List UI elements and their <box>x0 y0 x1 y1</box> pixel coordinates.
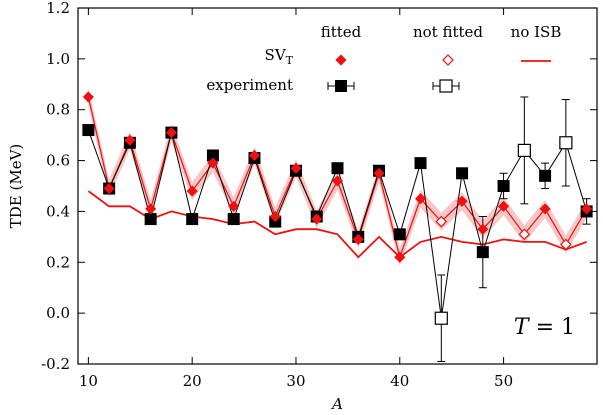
experiment-point-fitted <box>393 228 406 241</box>
experiment-point-not-fitted <box>434 311 448 325</box>
sv-point-fitted <box>352 233 364 245</box>
experiment-point-fitted <box>206 149 219 162</box>
sv-point-fitted <box>269 210 281 223</box>
legend-header-not-fitted: not fitted <box>413 23 483 41</box>
y-tick-label: 1.0 <box>46 50 70 68</box>
sv-point-fitted <box>290 162 302 174</box>
sv-point-fitted <box>103 182 115 195</box>
sv-point-fitted <box>331 175 344 187</box>
y-tick-label: -0.2 <box>41 355 70 373</box>
legend-header-fitted: fitted <box>321 23 362 41</box>
plot-border <box>77 7 598 365</box>
plot-frame <box>77 7 598 365</box>
x-tick-label: 10 <box>79 372 98 390</box>
experiment-point-fitted <box>497 180 510 192</box>
sv-point-fitted <box>394 251 406 263</box>
sv-point-fitted <box>373 167 385 179</box>
sv-point-fitted <box>124 134 136 146</box>
legend-experiment-fitted-symbol <box>335 80 347 92</box>
experiment-point-fitted <box>539 169 552 182</box>
experiment-point-fitted <box>414 157 427 170</box>
sv-point-fitted <box>207 157 219 169</box>
sv-point-fitted <box>228 200 240 212</box>
legend-label-experiment: experiment <box>206 76 293 94</box>
sv-point-fitted <box>165 127 177 139</box>
sv-point-not-fitted <box>560 238 572 251</box>
y-tick-label: 0.6 <box>46 152 70 170</box>
y-tick-label: 0.4 <box>46 202 70 220</box>
no-isb-line <box>87 190 587 259</box>
sv-point-not-fitted <box>518 228 531 241</box>
sv-point-fitted <box>248 149 261 162</box>
x-tick-label: 30 <box>286 372 305 390</box>
experiment-point-fitted <box>82 124 95 137</box>
sv-point-fitted <box>414 193 427 205</box>
x-tick-label: 50 <box>494 372 513 390</box>
annotation-t-equals-1: T = 1 <box>514 315 575 340</box>
experiment-point-fitted <box>331 162 344 175</box>
experiment-point-fitted <box>456 167 469 180</box>
series-layer <box>82 91 593 362</box>
sv-point-fitted <box>82 91 94 103</box>
legend: fitted not fitted no ISB SVT experiment <box>206 23 561 94</box>
sv-point-fitted <box>186 185 198 197</box>
sv-point-fitted <box>498 200 510 212</box>
x-tick-label: 40 <box>390 372 409 390</box>
sv-point-not-fitted <box>435 215 448 228</box>
experiment-point-fitted <box>144 213 157 226</box>
sv-point-fitted <box>477 223 489 235</box>
x-tick-label: 20 <box>183 372 202 390</box>
sv-point-fitted <box>145 203 157 215</box>
y-tick-label: 0.0 <box>46 304 70 322</box>
y-tick-label: 0.2 <box>46 253 70 271</box>
y-tick-label: 0.8 <box>46 101 70 119</box>
x-axis-label: A <box>330 395 343 413</box>
experiment-point-not-fitted <box>559 136 573 150</box>
legend-symbols <box>327 54 551 93</box>
ticks-layer: 10 20 30 40 50 -0.2 0.0 0.2 0.4 0.6 0.8 1.0 1.2 <box>41 0 597 390</box>
sv-point-fitted <box>456 195 468 207</box>
legend-sv-not-fitted-symbol <box>442 54 454 66</box>
experiment-point-fitted <box>227 213 240 226</box>
legend-header-no-isb: no ISB <box>511 23 562 41</box>
experiment-point-fitted <box>186 213 199 226</box>
y-axis-label: TDE (MeV) <box>7 144 25 229</box>
sv-point-fitted <box>311 213 323 225</box>
legend-label-sv: SVT <box>265 46 294 67</box>
sv-point-fitted <box>581 203 593 215</box>
sv-point-fitted <box>539 203 551 215</box>
legend-experiment-not-fitted-symbol <box>439 79 453 93</box>
experiment-point-fitted <box>476 246 489 259</box>
experiment-point-not-fitted <box>517 143 531 157</box>
y-tick-label: 1.2 <box>46 0 70 17</box>
legend-sv-fitted-symbol <box>335 54 347 66</box>
